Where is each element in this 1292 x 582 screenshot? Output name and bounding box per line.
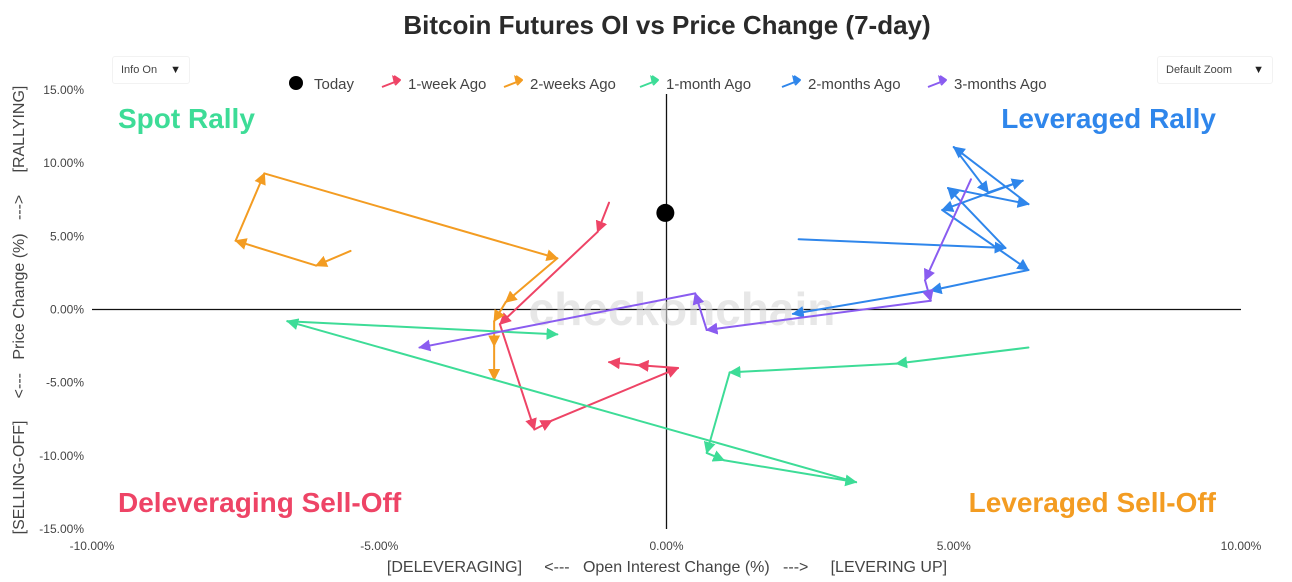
series-layer xyxy=(234,146,1030,487)
series-segment xyxy=(692,292,708,331)
y-tick-label: 10.00% xyxy=(43,156,84,170)
legend-arrowhead-icon xyxy=(392,75,400,84)
x-tick-label: 10.00% xyxy=(1221,539,1262,553)
series-segment xyxy=(947,187,1030,208)
series-segment xyxy=(607,357,639,370)
chart-title: Bitcoin Futures OI vs Price Change (7-da… xyxy=(403,10,930,40)
legend-label: 1-week Ago xyxy=(408,76,486,93)
legend-label: 2-weeks Ago xyxy=(530,76,616,93)
chevron-down-icon: ▼ xyxy=(170,64,181,76)
legend-item-1-week-ago[interactable]: 1-week Ago xyxy=(381,75,486,93)
watermark: checkonchain xyxy=(529,283,836,335)
series-segment xyxy=(791,289,932,318)
series-segment xyxy=(947,187,1007,250)
y-tick-label: -15.00% xyxy=(39,522,84,536)
series-segment xyxy=(533,419,553,431)
series-segment xyxy=(705,299,932,335)
series-segment xyxy=(418,292,697,352)
y-tick-label: -5.00% xyxy=(46,376,84,390)
series-segment xyxy=(636,359,679,372)
y-tick-label: -10.00% xyxy=(39,449,84,463)
series-segment xyxy=(493,301,507,323)
x-tick-label: -10.00% xyxy=(70,539,115,553)
series-segment xyxy=(941,208,1030,271)
series-segment xyxy=(797,238,1007,254)
quadrant-label-leveraged-rally: Leveraged Rally xyxy=(1001,103,1216,134)
legend-arrowhead-icon xyxy=(650,75,658,84)
series-segment xyxy=(595,201,611,234)
series-segment xyxy=(941,179,1024,212)
series-segment xyxy=(895,346,1030,369)
series-segment xyxy=(705,450,726,462)
x-tick-label: 5.00% xyxy=(937,539,971,553)
legend-arrowhead-icon xyxy=(792,75,800,84)
series-segment xyxy=(504,257,559,304)
quadrant-label-leveraged-sell-off: Leveraged Sell-Off xyxy=(969,487,1217,518)
info-toggle-select[interactable]: Info On ▼ xyxy=(112,56,190,84)
zoom-select[interactable]: Default Zoom ▼ xyxy=(1157,56,1273,84)
series-segment xyxy=(234,172,266,242)
series-1-week-ago xyxy=(498,201,680,431)
series-segment xyxy=(498,323,537,431)
x-axis-label: [DELEVERAGING] <--- Open Interest Change… xyxy=(387,559,947,576)
gridlines: 15.00% 10.00% 5.00% 0.00% -5.00% -10.00% -15.0… xyxy=(39,83,1261,553)
series-segment xyxy=(263,172,559,262)
series-1-month-ago xyxy=(286,318,1030,487)
y-tick-label: 5.00% xyxy=(50,229,84,243)
legend-item-1-month-ago[interactable]: 1-month Ago xyxy=(639,75,751,93)
series-2-months-ago xyxy=(791,146,1030,318)
legend-arrowhead-icon xyxy=(938,75,946,84)
legend-dot-icon xyxy=(289,76,303,90)
legend-item-2-months-ago[interactable]: 2-months Ago xyxy=(781,75,901,93)
series-2-weeks-ago xyxy=(234,172,559,381)
y-tick-label: 15.00% xyxy=(43,83,84,97)
series-segment xyxy=(722,459,858,487)
zoom-select-label: Default Zoom xyxy=(1166,64,1233,76)
legend[interactable]: Today 1-week Ago 2-weeks Ago 1-month Ago 2-m… xyxy=(289,75,1047,93)
series-segment xyxy=(922,279,934,302)
series-segment xyxy=(924,178,972,282)
x-tick-label: 0.00% xyxy=(649,539,683,553)
legend-label: 1-month Ago xyxy=(666,76,751,93)
legend-label: Today xyxy=(314,76,355,93)
legend-item-3-months-ago[interactable]: 3-months Ago xyxy=(927,75,1047,93)
series-segment xyxy=(952,146,990,194)
series-segment xyxy=(498,230,599,326)
info-toggle-label: Info On xyxy=(121,64,158,76)
legend-arrowhead-icon xyxy=(514,75,522,84)
chevron-down-icon: ▼ xyxy=(1253,64,1264,76)
series-segment xyxy=(286,318,858,484)
series-segment xyxy=(728,362,898,378)
series-3-months-ago xyxy=(418,178,972,352)
series-segment xyxy=(929,268,1030,295)
legend-label: 3-months Ago xyxy=(954,76,1047,93)
x-tick-label: -5.00% xyxy=(360,539,398,553)
legend-item-today[interactable]: Today xyxy=(289,76,355,93)
y-tick-label: 0.00% xyxy=(50,303,84,317)
quadrant-label-deleveraging-sell-off: Deleveraging Sell-Off xyxy=(118,487,402,518)
quadrant-labels: Spot Rally Leveraged Rally Deleveraging … xyxy=(118,103,1217,518)
series-segment xyxy=(286,320,559,340)
quadrant-label-spot-rally: Spot Rally xyxy=(118,103,255,134)
legend-label: 2-months Ago xyxy=(808,76,901,93)
series-segment xyxy=(952,146,1030,206)
series-segment xyxy=(314,249,352,267)
series-segment xyxy=(234,238,318,267)
series-segment xyxy=(550,366,680,422)
legend-item-2-weeks-ago[interactable]: 2-weeks Ago xyxy=(503,75,616,93)
series-segment xyxy=(703,371,731,455)
today-point[interactable] xyxy=(656,203,675,222)
y-axis-label: [SELLING-OFF] <--- Price Change (%) --->… xyxy=(11,86,28,535)
